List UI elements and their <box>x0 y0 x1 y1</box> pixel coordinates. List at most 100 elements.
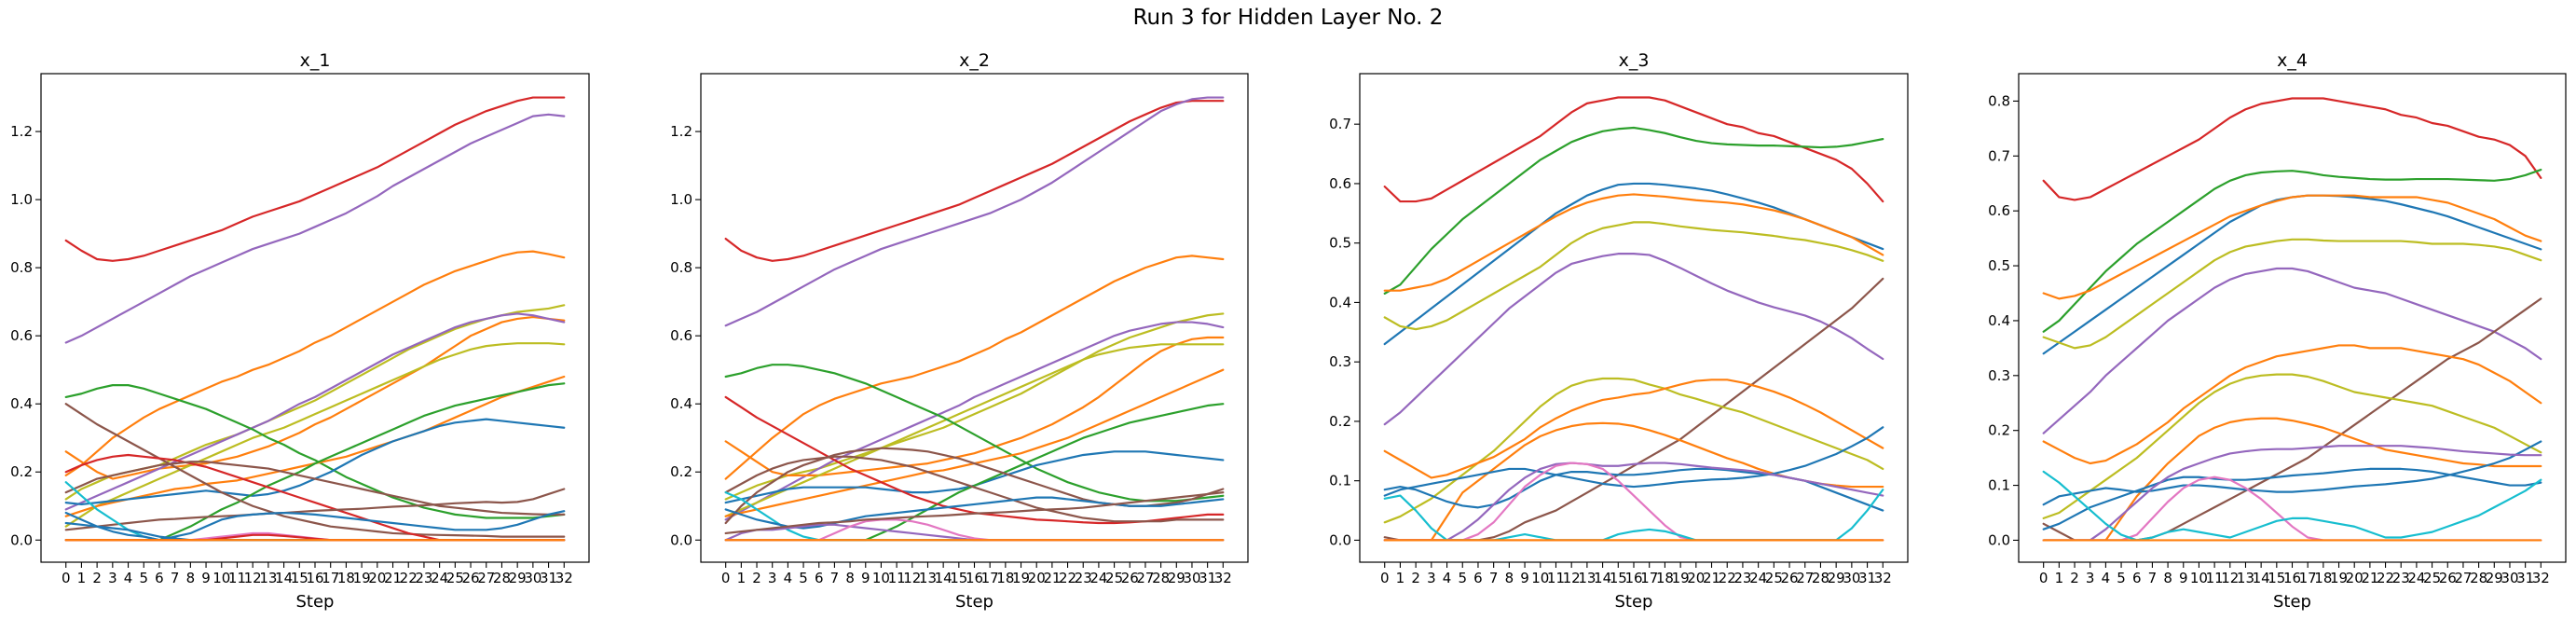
series-line-8 <box>1383 377 1884 524</box>
series-line-6 <box>64 312 566 511</box>
series-line-16 <box>724 496 1225 530</box>
y-tick-label: 0.8 <box>1988 92 2010 109</box>
x-tick-label: 1 <box>737 570 747 586</box>
x-tick-label: 2 <box>92 570 102 586</box>
y-tick-label: 0.2 <box>670 463 692 480</box>
x-tick-label: 9 <box>201 570 211 586</box>
x-tick-label: 12 <box>1563 570 1581 586</box>
x-tick-label: 0 <box>2039 570 2048 586</box>
x-tick-label: 14 <box>275 570 293 586</box>
x-tick-label: 20 <box>1028 570 1046 586</box>
subplot-2: 0 1 2 3 4 5 6 7 8 9 101112131415161718192021222324… <box>670 50 1249 612</box>
x-tick-label: 23 <box>1075 570 1092 586</box>
series-line-2 <box>724 96 1225 327</box>
x-tick-label: 27 <box>477 570 495 586</box>
y-tick-label: 0.1 <box>1988 477 2010 494</box>
x-tick-label: 28 <box>1152 570 1170 586</box>
x-tick-label: 2 <box>2070 570 2079 586</box>
x-tick-label: 30 <box>2501 570 2518 586</box>
y-tick-label: 0.1 <box>1329 473 1351 489</box>
x-tick-label: 4 <box>1443 570 1452 586</box>
subplot-title: x_4 <box>2277 50 2308 71</box>
x-tick-label: 29 <box>1828 570 1845 586</box>
y-tick-label: 1.0 <box>670 191 692 208</box>
x-axis-label: Step <box>955 592 993 612</box>
x-tick-label: 24 <box>431 570 448 586</box>
x-tick-label: 7 <box>830 570 840 586</box>
x-tick-label: 5 <box>139 570 148 586</box>
x-tick-label: 1 <box>2055 570 2064 586</box>
subplot-4: 0 1 2 3 4 5 6 7 8 9 101112131415161718192021222324… <box>1988 50 2567 612</box>
x-tick-label: 15 <box>1610 570 1627 586</box>
x-tick-label: 2 <box>752 570 761 586</box>
series-group <box>724 96 1225 542</box>
series-line-11 <box>2042 440 2542 506</box>
x-tick-label: 17 <box>981 570 999 586</box>
x-tick-label: 28 <box>2470 570 2487 586</box>
x-tick-label: 11 <box>228 570 246 586</box>
x-tick-label: 14 <box>935 570 952 586</box>
y-tick-label: 0.7 <box>1329 116 1351 132</box>
x-tick-label: 27 <box>2454 570 2472 586</box>
x-axis-label: Step <box>296 592 335 612</box>
x-tick-label: 9 <box>1520 570 1529 586</box>
x-tick-label: 24 <box>1749 570 1767 586</box>
x-tick-label: 5 <box>799 570 808 586</box>
series-group <box>64 96 566 542</box>
series-line-11 <box>1383 426 1884 497</box>
series-line-19 <box>724 491 1225 535</box>
y-tick-label: 0.4 <box>670 395 692 412</box>
series-line-3 <box>724 255 1225 480</box>
x-tick-label: 22 <box>2377 570 2394 586</box>
x-tick-label: 17 <box>1640 570 1658 586</box>
y-tick-label: 0.0 <box>670 531 692 548</box>
x-tick-label: 11 <box>1547 570 1565 586</box>
x-tick-label: 3 <box>2086 570 2095 586</box>
series-line-6 <box>724 336 1225 476</box>
x-tick-label: 13 <box>2237 570 2254 586</box>
x-tick-label: 2 <box>1411 570 1420 586</box>
x-tick-label: 18 <box>996 570 1014 586</box>
x-tick-label: 19 <box>353 570 371 586</box>
x-tick-label: 29 <box>509 570 527 586</box>
x-tick-label: 19 <box>2330 570 2348 586</box>
x-tick-label: 10 <box>212 570 230 586</box>
x-axis-label: Step <box>1615 592 1653 612</box>
x-tick-label: 20 <box>1687 570 1705 586</box>
x-tick-label: 3 <box>1427 570 1436 586</box>
series-line-14 <box>724 455 1225 523</box>
x-tick-label: 4 <box>784 570 793 586</box>
y-tick-label: 0.2 <box>1329 413 1351 430</box>
series-line-1 <box>2042 97 2542 201</box>
x-tick-label: 13 <box>259 570 277 586</box>
x-tick-label: 9 <box>2179 570 2188 586</box>
x-tick-label: 20 <box>368 570 386 586</box>
x-tick-label: 27 <box>1796 570 1814 586</box>
subplot-title: x_2 <box>959 50 990 71</box>
x-tick-label: 30 <box>1843 570 1860 586</box>
x-tick-label: 6 <box>155 570 164 586</box>
subplot-title: x_1 <box>300 50 331 71</box>
x-tick-label: 26 <box>1121 570 1139 586</box>
x-tick-label: 25 <box>1765 570 1783 586</box>
x-tick-label: 6 <box>2132 570 2142 586</box>
x-tick-label: 10 <box>872 570 890 586</box>
y-tick-label: 0.0 <box>10 531 33 548</box>
x-tick-label: 5 <box>2117 570 2126 586</box>
x-tick-label: 28 <box>493 570 511 586</box>
x-tick-label: 8 <box>845 570 855 586</box>
y-tick-label: 0.2 <box>10 463 33 480</box>
x-tick-label: 32 <box>1214 570 1232 586</box>
x-tick-label: 18 <box>1656 570 1674 586</box>
x-tick-label: 23 <box>2392 570 2410 586</box>
y-tick-label: 0.6 <box>1329 175 1351 192</box>
x-tick-label: 3 <box>768 570 777 586</box>
x-tick-label: 5 <box>1458 570 1467 586</box>
x-tick-label: 11 <box>888 570 906 586</box>
x-tick-label: 6 <box>1473 570 1483 586</box>
x-tick-label: 6 <box>815 570 824 586</box>
x-tick-label: 0 <box>1380 570 1390 586</box>
x-tick-label: 8 <box>1505 570 1514 586</box>
x-tick-label: 25 <box>1105 570 1123 586</box>
y-tick-label: 1.2 <box>10 123 33 140</box>
